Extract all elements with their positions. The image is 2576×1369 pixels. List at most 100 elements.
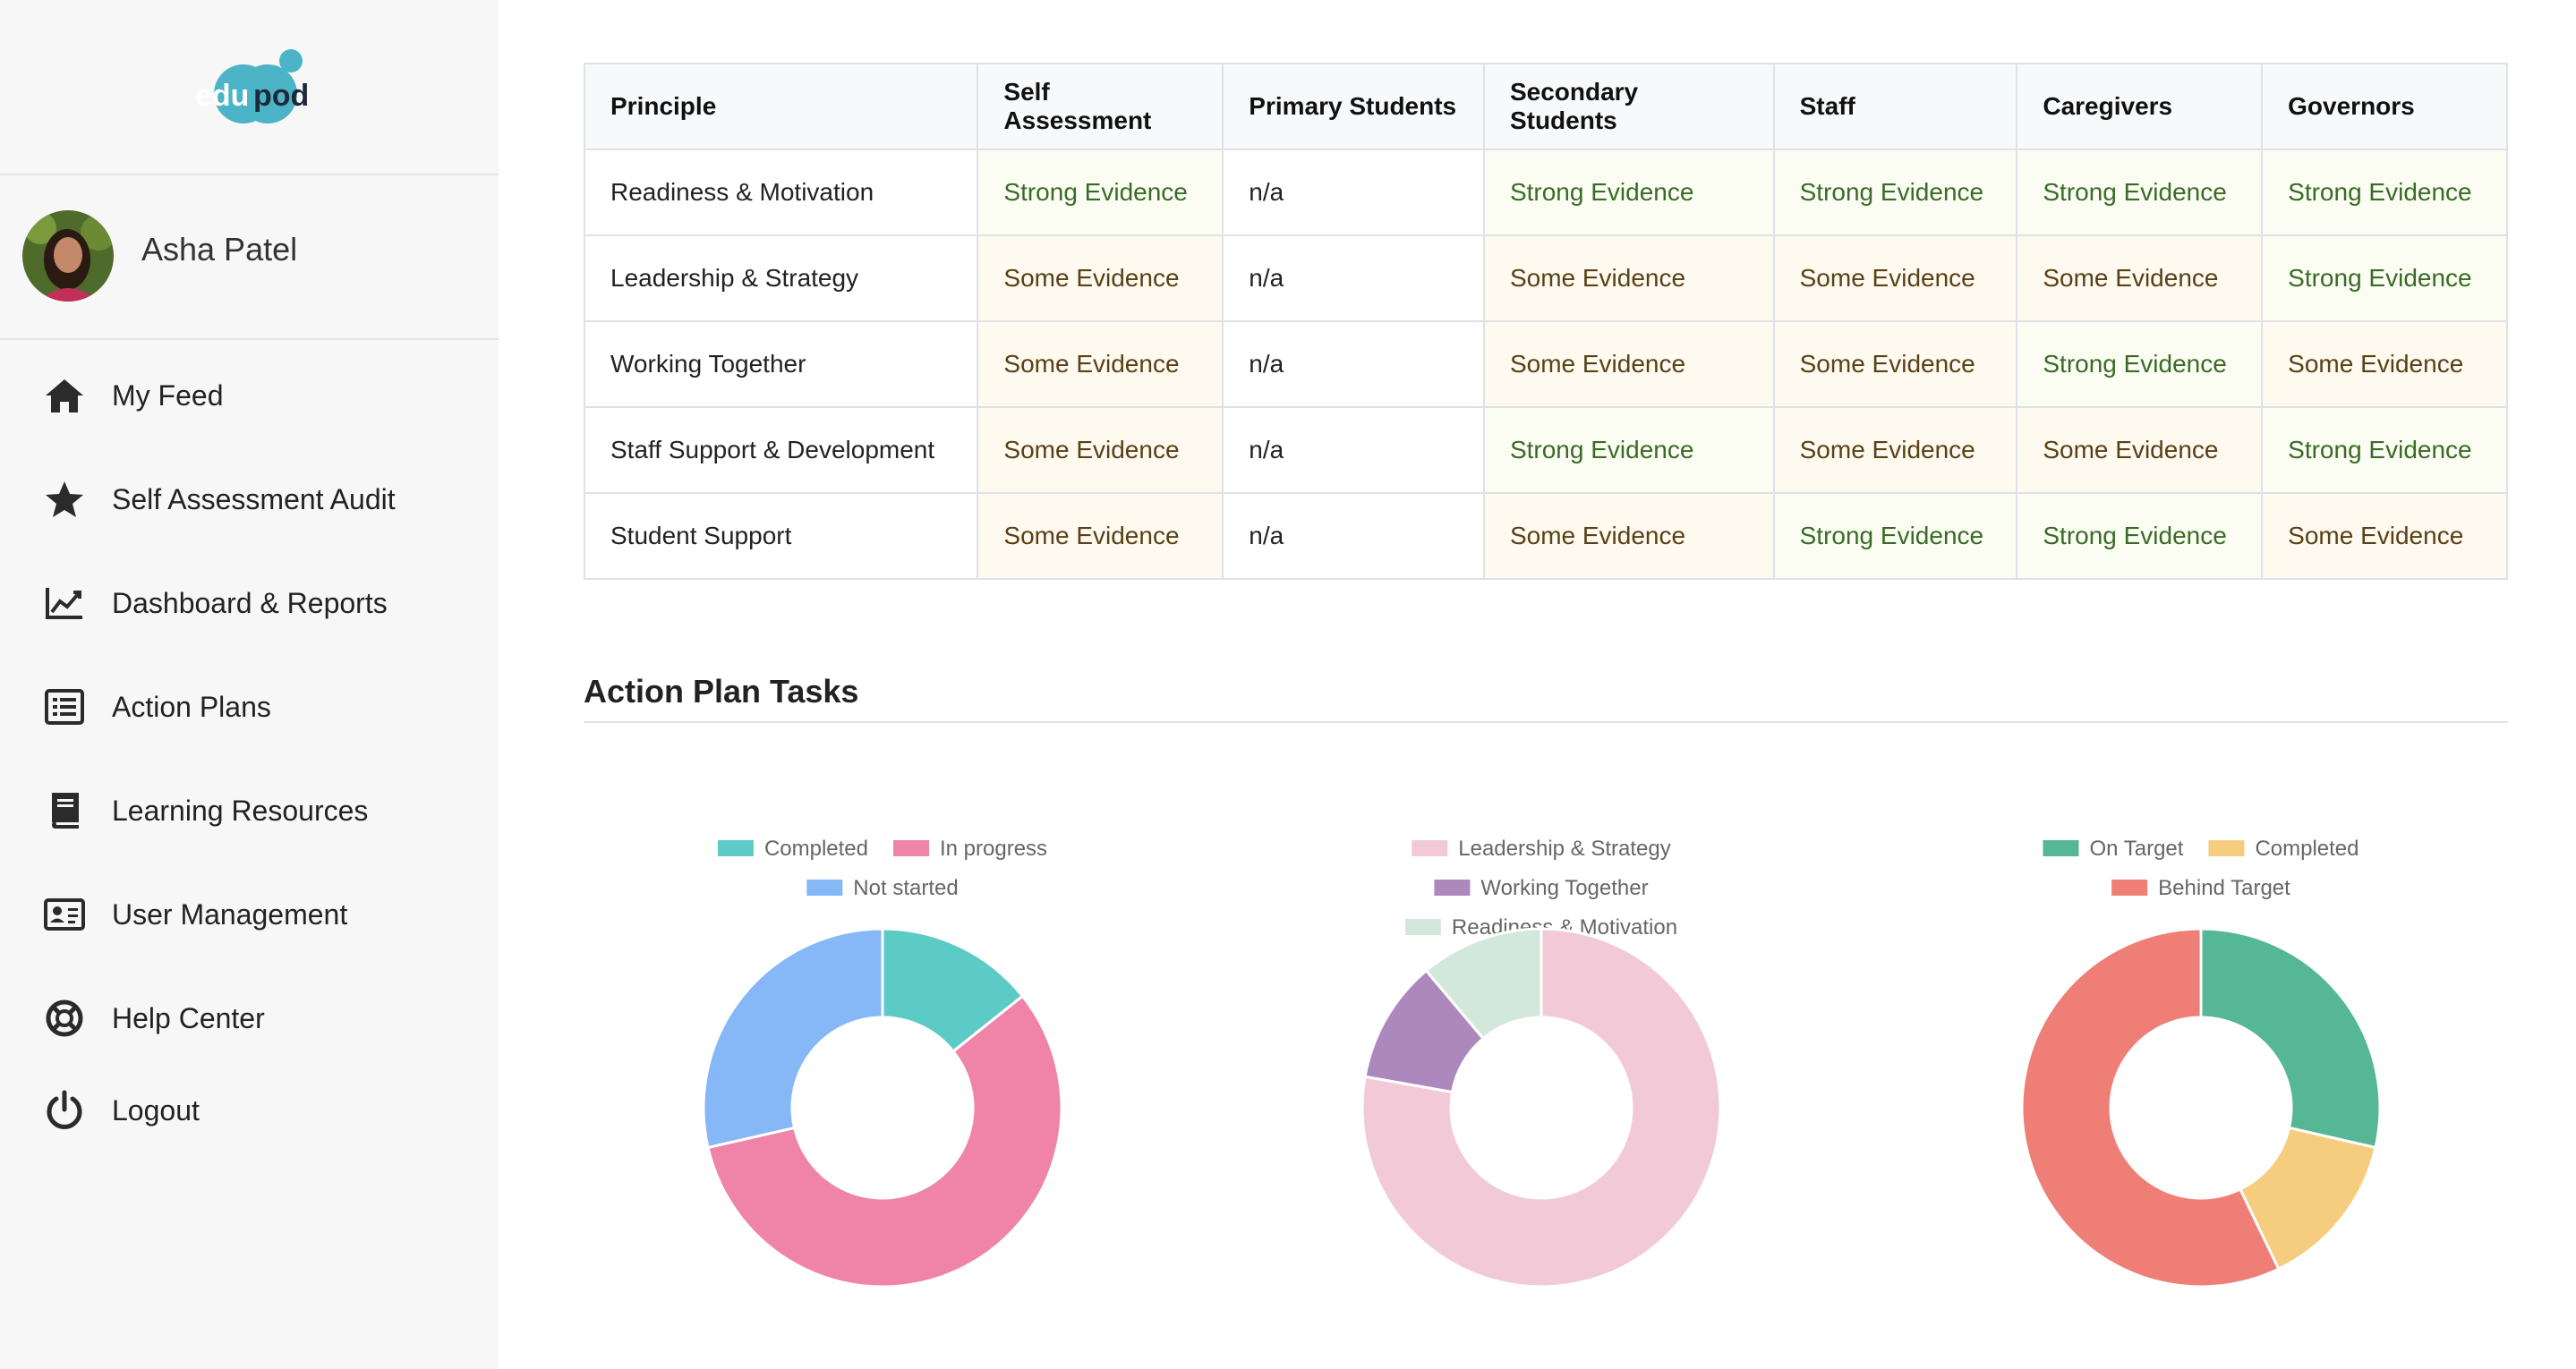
table-row: Readiness & Motivation Strong Evidence n… <box>583 149 2508 236</box>
donut-slice-completed[interactable] <box>881 927 1025 1054</box>
legend-item-completed[interactable]: Completed <box>2208 837 2359 861</box>
legend-swatch <box>717 840 754 856</box>
legend-label: Completed <box>764 837 868 861</box>
sidebar-item-label: Action Plans <box>112 690 271 723</box>
donut-slice-leadership-strategy[interactable] <box>1361 927 1722 1288</box>
evidence-cell: Some Evidence <box>1482 492 1775 580</box>
evidence-cell: Some Evidence <box>1772 234 2018 322</box>
sidebar-item-label: Learning Resources <box>112 794 369 827</box>
evidence-cell: Some Evidence <box>2261 492 2508 580</box>
evidence-cell: Strong Evidence <box>2016 149 2264 236</box>
legend-item-behind-target[interactable]: Behind Target <box>2111 876 2290 900</box>
legend-label: Completed <box>2255 837 2358 861</box>
sidebar-item-logout[interactable]: Logout <box>0 1070 499 1151</box>
sidebar-item-label: My Feed <box>112 378 224 412</box>
sidebar-item-learning-resources[interactable]: Learning Resources <box>0 770 499 851</box>
sidebar-divider <box>0 338 499 340</box>
evidence-cell: Strong Evidence <box>1772 492 2018 580</box>
evidence-cell: n/a <box>1222 492 1485 580</box>
evidence-cell: Strong Evidence <box>2016 492 2264 580</box>
logo-text-left: edu <box>195 79 249 113</box>
book-icon <box>43 789 86 832</box>
evidence-cell: Some Evidence <box>1772 406 2018 494</box>
evidence-cell: Strong Evidence <box>2261 149 2508 236</box>
evidence-cell: Some Evidence <box>1772 320 2018 408</box>
principle-cell: Student Support <box>583 492 979 580</box>
donut-slice-on-target[interactable] <box>2199 927 2382 1150</box>
legend-swatch <box>2208 840 2245 856</box>
column-header: Caregivers <box>2016 63 2264 150</box>
legend-item-on-target[interactable]: On Target <box>2043 837 2184 861</box>
line-chart-icon <box>43 582 86 625</box>
column-header: Secondary Students <box>1482 63 1775 150</box>
evidence-cell: Strong Evidence <box>1772 149 2018 236</box>
column-header: Principle <box>583 63 979 150</box>
legend-swatch <box>893 840 929 856</box>
legend-item-in-progress[interactable]: In progress <box>893 837 1047 861</box>
legend-swatch <box>2043 840 2079 856</box>
column-header: Self Assessment <box>977 63 1224 150</box>
legend-item-not-started[interactable]: Not started <box>806 876 959 900</box>
table-row: Staff Support & Development Some Evidenc… <box>583 406 2508 494</box>
legend-label: Leadership & Strategy <box>1458 837 1670 861</box>
evidence-cell: Some Evidence <box>2261 320 2508 408</box>
sidebar-item-self-assessment-audit[interactable]: Self Assessment Audit <box>0 459 499 540</box>
legend-swatch <box>1434 880 1471 896</box>
evidence-cell: n/a <box>1222 320 1485 408</box>
donut-slice-not-started[interactable] <box>702 927 884 1150</box>
evidence-cell: n/a <box>1222 149 1485 236</box>
section-title: Action Plan Tasks <box>584 673 859 710</box>
donut-slice-readiness-motivation[interactable] <box>1424 927 1543 1041</box>
legend-swatch <box>1404 919 1441 935</box>
principle-cell: Working Together <box>583 320 979 408</box>
evidence-cell: Some Evidence <box>977 234 1224 322</box>
power-icon <box>43 1089 86 1132</box>
column-header: Governors <box>2261 63 2508 150</box>
table-row: Leadership & Strategy Some Evidence n/a … <box>583 234 2508 322</box>
evidence-cell: Some Evidence <box>1482 234 1775 322</box>
donut-slice-behind-target[interactable] <box>2020 927 2281 1288</box>
legend-label: In progress <box>940 837 1047 861</box>
avatar[interactable] <box>22 210 114 302</box>
sidebar-item-label: Dashboard & Reports <box>112 586 388 619</box>
evidence-cell: Some Evidence <box>2016 406 2264 494</box>
logo-text-right: pod <box>253 79 309 113</box>
target-donut-chart: On Target Completed Behind Target <box>2020 837 2382 1288</box>
sidebar: edu pod Asha Patel My Feed Self Assessme… <box>0 0 499 1369</box>
legend-swatch <box>806 880 843 896</box>
main-content: Principle Self Assessment Primary Studen… <box>499 0 2576 1369</box>
donut-slice-in-progress[interactable] <box>706 994 1063 1288</box>
sidebar-item-my-feed[interactable]: My Feed <box>0 355 499 436</box>
column-header: Staff <box>1772 63 2018 150</box>
avatar-image <box>22 210 114 302</box>
evidence-cell: Strong Evidence <box>2261 406 2508 494</box>
home-icon <box>43 374 86 417</box>
sidebar-item-label: Self Assessment Audit <box>112 482 396 515</box>
evidence-cell: Some Evidence <box>2016 234 2264 322</box>
sidebar-item-user-management[interactable]: User Management <box>0 874 499 955</box>
sidebar-item-label: User Management <box>112 897 348 931</box>
legend-item-working-together[interactable]: Working Together <box>1434 876 1649 900</box>
sidebar-item-action-plans[interactable]: Action Plans <box>0 667 499 747</box>
sidebar-item-dashboard-reports[interactable]: Dashboard & Reports <box>0 563 499 643</box>
principle-cell: Staff Support & Development <box>583 406 979 494</box>
edupod-logo[interactable]: edu pod <box>179 36 322 143</box>
section-divider <box>584 721 2508 723</box>
legend-label: Working Together <box>1480 876 1648 900</box>
legend-item-leadership-strategy[interactable]: Leadership & Strategy <box>1412 837 1671 861</box>
sidebar-divider <box>0 174 499 175</box>
sidebar-item-help-center[interactable]: Help Center <box>0 978 499 1059</box>
evidence-cell: Strong Evidence <box>1482 149 1775 236</box>
donut-slice-completed[interactable] <box>2238 1126 2377 1271</box>
sidebar-item-label: Logout <box>112 1093 200 1127</box>
legend-label: On Target <box>2089 837 2183 861</box>
table-row: Student Support Some Evidence n/a Some E… <box>583 492 2508 580</box>
legend-item-completed[interactable]: Completed <box>717 837 868 861</box>
evidence-cell: Strong Evidence <box>2261 234 2508 322</box>
evidence-cell: Some Evidence <box>977 492 1224 580</box>
evidence-cell: Strong Evidence <box>2016 320 2264 408</box>
evidence-cell: Some Evidence <box>977 320 1224 408</box>
evidence-cell: Strong Evidence <box>1482 406 1775 494</box>
principle-cell: Readiness & Motivation <box>583 149 979 236</box>
evidence-cell: Some Evidence <box>1482 320 1775 408</box>
